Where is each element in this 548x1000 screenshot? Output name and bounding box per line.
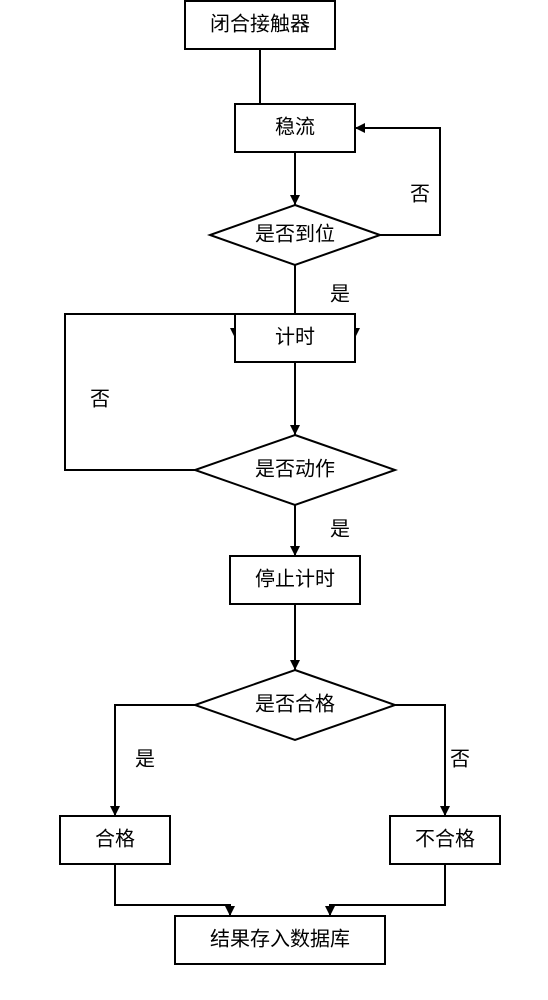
node-n1: 闭合接触器 [185,1,335,49]
node-n2: 稳流 [235,104,355,152]
edge-label: 是 [330,518,350,540]
node-n3: 是否到位 [210,205,380,265]
edge-1 [290,152,300,205]
edge-6 [290,505,300,556]
node-n8: 合格 [60,816,170,864]
edge-2 [355,123,440,235]
node-label: 结果存入数据库 [210,927,350,950]
node-label: 计时 [275,325,315,348]
edge-label: 否 [90,388,110,410]
flowchart-canvas: 闭合接触器稳流是否到位计时是否动作停止计时是否合格合格不合格结果存入数据库 否是… [0,0,548,1000]
edge-7 [290,604,300,670]
node-n4: 计时 [235,314,355,362]
edge-11 [325,864,445,916]
node-label: 是否动作 [255,457,335,480]
node-label: 合格 [95,827,135,850]
edge-4 [290,362,300,435]
edge-9 [395,705,450,816]
node-n5: 是否动作 [195,435,395,505]
edge-10 [115,864,235,916]
node-n6: 停止计时 [230,556,360,604]
node-label: 是否合格 [255,692,335,715]
node-label: 稳流 [275,115,315,138]
node-label: 是否到位 [255,222,335,245]
node-n10: 结果存入数据库 [175,916,385,964]
edge-label: 是 [135,748,155,770]
node-label: 闭合接触器 [210,12,310,35]
edge-label: 是 [330,283,350,305]
node-label: 停止计时 [255,567,335,590]
node-n9: 不合格 [390,816,500,864]
edge-label: 否 [410,183,430,205]
node-label: 不合格 [415,827,475,850]
node-n7: 是否合格 [195,670,395,740]
edge-label: 否 [450,748,470,770]
nodes-layer: 闭合接触器稳流是否到位计时是否动作停止计时是否合格合格 不合格结果存入数据库 [60,1,500,964]
